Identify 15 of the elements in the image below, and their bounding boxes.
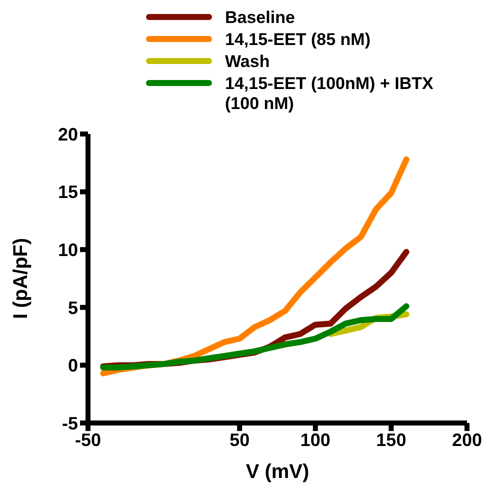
legend-label: 14,15-EET (85 nM): [225, 30, 372, 50]
x-axis-title: V (mV): [246, 461, 310, 483]
legend-label: 14,15-EET (100nM) + IBTX (100 nM): [225, 74, 434, 114]
x-tick-label: 100: [300, 430, 330, 450]
x-tick-label: 200: [452, 430, 482, 450]
x-tick-label: 150: [376, 430, 406, 450]
legend-label: Wash: [225, 52, 271, 72]
y-axis-title: I (pA/pF): [10, 238, 32, 320]
y-tick-label: 15: [58, 182, 78, 202]
y-tick-label: 20: [58, 124, 78, 144]
x-tick-label: 50: [230, 430, 250, 450]
legend-label: Baseline: [225, 8, 296, 28]
y-tick-label: 5: [68, 298, 78, 318]
y-tick-label: 10: [58, 240, 78, 260]
y-tick-label: 0: [68, 356, 78, 376]
